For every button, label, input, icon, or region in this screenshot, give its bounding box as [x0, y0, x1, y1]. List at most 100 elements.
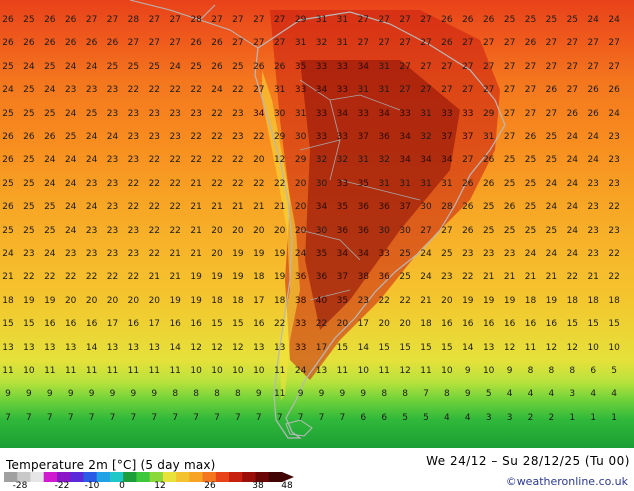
temp-value: 27 [232, 15, 244, 25]
temp-value: 22 [462, 272, 474, 283]
temp-value: 26 [273, 61, 286, 72]
temp-value: 23 [608, 178, 620, 189]
temp-value: 25 [524, 178, 537, 189]
temp-value: 7 [151, 412, 158, 423]
temp-value: 22 [148, 178, 161, 189]
temp-value: 7 [88, 412, 95, 423]
temp-value: 22 [608, 272, 620, 283]
temp-value: 26 [106, 38, 119, 49]
temp-value: 9 [5, 389, 11, 400]
temp-value: 22 [169, 202, 181, 213]
legend-footer: Temperature 2m [°C] (5 day max) We 24/12… [0, 448, 634, 491]
temp-value: 9 [464, 366, 471, 376]
temp-value: 25 [545, 15, 558, 25]
temp-value: 15 [399, 342, 411, 353]
colorbar-swatch [255, 472, 270, 482]
temp-value: 20 [211, 225, 223, 236]
temp-value: 22 [211, 178, 223, 189]
colorbar-swatch [176, 472, 190, 482]
temp-value: 27 [503, 85, 516, 96]
temp-value: 14 [85, 342, 98, 353]
temp-value: 15 [2, 319, 14, 330]
colorbar-swatch [189, 472, 204, 482]
temp-value: 27 [169, 38, 181, 49]
temp-value: 24 [64, 108, 77, 119]
colorbar-swatch [109, 472, 124, 482]
temp-value: 25 [503, 15, 516, 25]
temp-value: 8 [444, 389, 450, 400]
temp-value: 4 [527, 389, 534, 400]
temp-value: 33 [357, 108, 370, 119]
colorbar-tick-label: 0 [119, 481, 125, 491]
temp-value: 7 [235, 412, 241, 423]
temp-value: 13 [253, 342, 265, 353]
temp-value: 26 [211, 61, 223, 72]
central-america-outline [129, 0, 259, 49]
temp-value: 22 [64, 272, 77, 283]
temp-value: 7 [67, 412, 74, 423]
temp-value: 26 [44, 132, 56, 142]
temp-value: 27 [148, 38, 161, 49]
temp-value: 33 [378, 249, 390, 259]
temp-value: 8 [172, 389, 179, 400]
temp-value: 9 [26, 389, 32, 400]
temp-value: 21 [169, 272, 181, 283]
temp-value: 30 [315, 178, 328, 189]
temp-value: 22 [273, 178, 286, 189]
temp-value: 12 [190, 342, 202, 353]
temp-value: 27 [273, 15, 286, 25]
temp-value: 24 [420, 249, 432, 259]
temp-value: 24 [85, 155, 98, 166]
temp-value: 18 [273, 295, 286, 306]
temp-value: 23 [85, 85, 98, 96]
credit-link[interactable]: ©weatheronline.co.uk [505, 475, 628, 488]
temp-value: 15 [336, 342, 349, 353]
temp-value: 26 [462, 202, 474, 213]
temp-value: 27 [482, 38, 495, 49]
colorbar-tick-label: -22 [54, 481, 70, 491]
temp-value: 19 [273, 249, 286, 259]
colorbar-tick-label: -28 [12, 481, 28, 491]
temp-value: 21 [420, 295, 432, 306]
temp-value: 11 [85, 366, 98, 376]
temp-value: 34 [420, 155, 432, 166]
temp-value: 13 [44, 342, 56, 353]
temp-value: 9 [46, 389, 53, 400]
temp-value: 32 [315, 155, 328, 166]
temp-value: 9 [109, 389, 116, 400]
temp-value: 13 [315, 366, 328, 376]
temp-value: 16 [253, 319, 265, 330]
temp-value: 27 [587, 38, 599, 49]
temp-value: 23 [106, 178, 119, 189]
temp-value: 10 [357, 366, 370, 376]
temp-value: 27 [357, 15, 370, 25]
south-america-outline [254, 11, 506, 439]
temp-value: 27 [545, 108, 558, 119]
temp-value: 36 [336, 225, 349, 236]
temp-value: 19 [545, 295, 558, 306]
temp-value: 36 [378, 202, 390, 213]
temp-value: 31 [399, 178, 411, 189]
temp-value: 9 [151, 389, 158, 400]
temp-value: 27 [399, 38, 411, 49]
temp-value: 34 [253, 108, 265, 119]
temp-value: 27 [482, 61, 495, 72]
temp-value: 21 [253, 202, 265, 213]
temp-value: 25 [85, 108, 98, 119]
temp-value: 9 [130, 389, 137, 400]
temp-value: 16 [64, 319, 77, 330]
temp-value: 27 [378, 38, 390, 49]
temp-value: 4 [444, 412, 450, 423]
temp-value: 9 [255, 389, 262, 400]
temp-value: 26 [44, 38, 56, 49]
temp-value: 25 [232, 61, 244, 72]
temp-value: 18 [524, 295, 537, 306]
colorbar-tick-label: -10 [84, 481, 100, 491]
temp-value: 25 [503, 155, 516, 166]
temp-value: 26 [524, 38, 537, 49]
temp-value: 26 [2, 132, 14, 142]
temp-value: 5 [611, 366, 617, 376]
temp-value: 33 [462, 108, 474, 119]
temp-value: 27 [420, 85, 432, 96]
temp-value: 24 [64, 155, 77, 166]
